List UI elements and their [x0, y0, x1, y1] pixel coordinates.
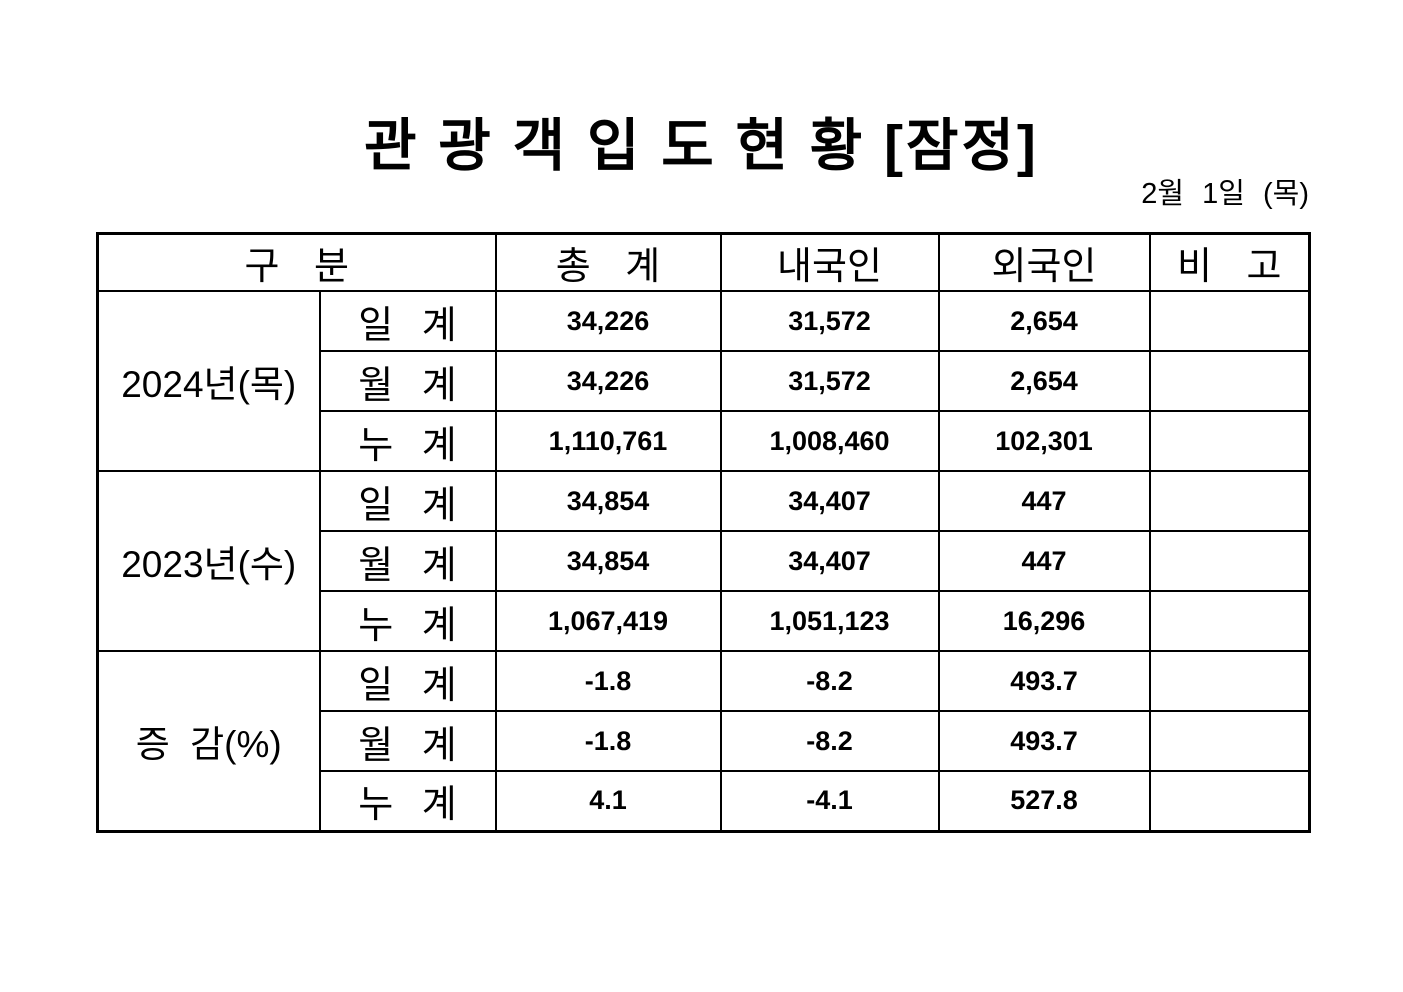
- note-cell: [1148, 350, 1311, 412]
- row-label-monthly: 월 계: [318, 710, 497, 772]
- row-label-cumulative: 누 계: [318, 410, 497, 472]
- table-row: 월 계 34,226 31,572 2,654: [98, 350, 1311, 412]
- value-foreign: 447: [937, 470, 1151, 532]
- table-row: 증 감(%) 일 계 -1.8 -8.2 493.7: [96, 650, 1311, 832]
- table-row: 누 계 1,110,761 1,008,460 102,301: [98, 410, 1311, 472]
- report-date: 2월 1일 (목): [1141, 178, 1309, 210]
- table-header-row: 구 분 총 계 내국인 외국인 비 고: [96, 232, 1311, 292]
- value-total: 34,226: [494, 290, 722, 352]
- row-label-daily: 일 계: [318, 650, 497, 712]
- page-title: 관 광 객 입 도 현 황 [잠정]: [364, 114, 1039, 178]
- value-foreign: 2,654: [937, 350, 1151, 412]
- row-label-monthly: 월 계: [318, 350, 497, 412]
- value-domestic: 31,572: [719, 290, 940, 352]
- row-label-monthly: 월 계: [318, 530, 497, 592]
- row-label-cumulative: 누 계: [318, 590, 497, 652]
- year-cell-change-pct: 증 감(%): [96, 650, 321, 832]
- row-label-daily: 일 계: [318, 470, 497, 532]
- value-domestic: -4.1: [719, 770, 940, 832]
- value-domestic: -8.2: [719, 650, 940, 712]
- year-cell-2024: 2024년(목): [96, 290, 321, 472]
- value-foreign: 102,301: [937, 410, 1151, 472]
- tourist-arrival-table: 구 분 총 계 내국인 외국인 비 고 2024년(목) 일 계 34,226 …: [96, 232, 1311, 833]
- value-total: 1,110,761: [494, 410, 722, 472]
- value-total: 4.1: [494, 770, 722, 832]
- note-cell: [1148, 590, 1311, 652]
- value-foreign: 2,654: [937, 290, 1151, 352]
- value-total: 34,854: [494, 530, 722, 592]
- value-total: 34,226: [494, 350, 722, 412]
- value-total: 34,854: [494, 470, 722, 532]
- table-row: 월 계 -1.8 -8.2 493.7: [98, 710, 1311, 772]
- value-foreign: 493.7: [937, 710, 1151, 772]
- note-cell: [1148, 650, 1311, 712]
- note-cell: [1148, 530, 1311, 592]
- row-label-daily: 일 계: [318, 290, 497, 352]
- table-row: 월 계 34,854 34,407 447: [98, 530, 1311, 592]
- note-cell: [1148, 770, 1311, 832]
- value-foreign: 527.8: [937, 770, 1151, 832]
- value-foreign: 447: [937, 530, 1151, 592]
- value-total: -1.8: [494, 710, 722, 772]
- table-row: 누 계 4.1 -4.1 527.8: [98, 770, 1311, 832]
- year-cell-2023: 2023년(수): [96, 470, 321, 652]
- header-category: 구 분: [96, 232, 497, 292]
- value-domestic: 31,572: [719, 350, 940, 412]
- header-note: 비 고: [1148, 232, 1311, 292]
- table-row: 누 계 1,067,419 1,051,123 16,296: [98, 590, 1311, 652]
- value-domestic: 34,407: [719, 530, 940, 592]
- value-domestic: -8.2: [719, 710, 940, 772]
- value-domestic: 1,051,123: [719, 590, 940, 652]
- value-domestic: 1,008,460: [719, 410, 940, 472]
- table-row: 2023년(수) 일 계 34,854 34,407 447: [96, 470, 1311, 652]
- row-label-cumulative: 누 계: [318, 770, 497, 832]
- value-total: 1,067,419: [494, 590, 722, 652]
- header-domestic: 내국인: [719, 232, 940, 292]
- value-total: -1.8: [494, 650, 722, 712]
- value-foreign: 16,296: [937, 590, 1151, 652]
- header-foreign: 외국인: [937, 232, 1151, 292]
- note-cell: [1148, 470, 1311, 532]
- note-cell: [1148, 290, 1311, 352]
- header-total: 총 계: [494, 232, 722, 292]
- value-foreign: 493.7: [937, 650, 1151, 712]
- note-cell: [1148, 410, 1311, 472]
- value-domestic: 34,407: [719, 470, 940, 532]
- note-cell: [1148, 710, 1311, 772]
- table-row: 2024년(목) 일 계 34,226 31,572 2,654: [96, 290, 1311, 472]
